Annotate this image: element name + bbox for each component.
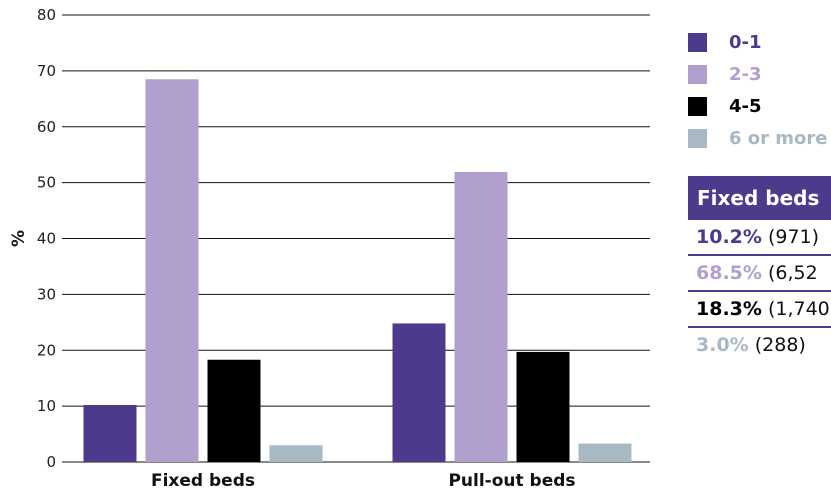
bar	[83, 405, 137, 462]
legend-swatch	[688, 32, 707, 52]
bar	[145, 79, 199, 462]
legend-swatch	[688, 64, 707, 84]
bar	[454, 172, 508, 463]
legend-label: 0-1	[729, 31, 762, 53]
panel-row: 68.5% (6,52	[688, 256, 831, 292]
legend-label: 6 or more	[729, 127, 828, 149]
legend-label: 4-5	[729, 95, 762, 117]
panel-pct: 68.5%	[696, 262, 762, 284]
panel-row: 3.0% (288)	[688, 328, 831, 362]
panel-count: (971)	[767, 226, 820, 248]
panel-row: 10.2% (971)	[688, 220, 831, 256]
bar	[578, 443, 632, 462]
panel-pct: 10.2%	[696, 226, 762, 248]
legend-item: 6 or more	[688, 122, 828, 154]
y-axis-title: %	[9, 230, 29, 247]
panel-pct: 18.3%	[696, 298, 762, 320]
y-tick-label: 10	[37, 397, 56, 415]
bar-chart: 0 10 20 30 40 50 60 70 80% Fixed beds Pull-out bed…	[9, 6, 650, 490]
y-tick-label: 0	[46, 453, 56, 471]
y-tick-label: 50	[37, 174, 56, 192]
bar	[516, 351, 570, 462]
legend-swatch	[688, 96, 707, 116]
legend-item: 2-3	[688, 58, 828, 90]
y-tick-label: 70	[37, 62, 56, 80]
panel-count: (1,740	[767, 298, 830, 320]
legend-item: 4-5	[688, 90, 828, 122]
legend: 0-1 2-3 4-5 6 or more	[688, 26, 828, 154]
panel-row: 18.3% (1,740	[688, 292, 831, 328]
x-category-label: Fixed beds	[151, 471, 255, 490]
y-tick-label: 20	[37, 341, 56, 359]
legend-item: 0-1	[688, 26, 828, 58]
x-category-label: Pull-out beds	[448, 471, 575, 490]
panel-count: (288)	[754, 334, 806, 356]
panel-header: Fixed beds	[688, 176, 831, 220]
legend-label: 2-3	[729, 63, 762, 85]
y-tick-label: 40	[37, 230, 56, 248]
y-tick-label: 60	[37, 118, 56, 136]
bar	[207, 359, 261, 462]
y-tick-label: 80	[37, 6, 56, 24]
y-tick-label: 30	[37, 285, 56, 303]
legend-swatch	[688, 128, 707, 148]
panel-count: (6,52	[767, 262, 818, 284]
bar	[269, 445, 323, 462]
bar	[392, 323, 446, 462]
panel-pct: 3.0%	[696, 334, 749, 356]
tooltip-panel: Fixed beds 10.2% (971) 68.5% (6,52 18.3%…	[688, 176, 831, 362]
